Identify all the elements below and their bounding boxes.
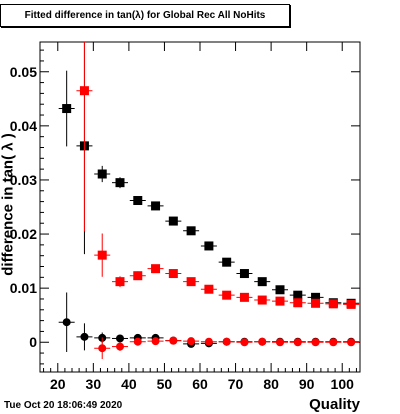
data-point-circle — [98, 344, 107, 353]
data-point-circle — [62, 318, 71, 327]
y-tick-label: 0.01 — [10, 280, 37, 296]
data-point-square — [168, 216, 178, 226]
y-tick-label: 0 — [29, 334, 37, 350]
x-tick-label: 40 — [121, 376, 137, 392]
data-point-square — [328, 299, 338, 309]
data-point-circle — [276, 338, 284, 347]
data-point-circle — [293, 338, 302, 347]
data-point-square — [97, 169, 107, 179]
data-point-circle — [311, 338, 320, 347]
data-point-square — [133, 271, 143, 281]
y-tick-label: 0.05 — [10, 64, 37, 80]
data-point-circle — [258, 337, 267, 346]
x-tick-label: 100 — [331, 376, 355, 392]
data-point-square — [204, 284, 214, 294]
data-point-square — [115, 178, 125, 188]
data-point-square — [311, 298, 321, 308]
data-point-square — [275, 296, 285, 306]
x-tick-label: 90 — [299, 376, 315, 392]
x-tick-label: 30 — [86, 376, 102, 392]
data-point-square — [222, 290, 232, 300]
data-point-square — [97, 250, 107, 260]
data-point-square — [204, 241, 214, 251]
data-point-circle — [187, 337, 196, 346]
data-point-circle — [133, 337, 142, 346]
x-tick-label: 70 — [228, 376, 244, 392]
data-point-circle — [222, 337, 231, 346]
y-tick-label: 0.02 — [10, 226, 37, 242]
data-point-circle — [116, 342, 124, 351]
data-point-square — [62, 104, 72, 114]
data-point-square — [311, 292, 321, 302]
data-point-square — [346, 299, 356, 309]
data-point-square — [239, 269, 249, 279]
data-point-circle — [329, 338, 338, 347]
data-point-square — [293, 298, 303, 308]
data-point-square — [186, 277, 196, 287]
data-point-square — [239, 292, 249, 302]
data-point-circle — [204, 337, 213, 346]
data-point-square — [133, 196, 143, 206]
data-marks — [58, 42, 360, 360]
data-point-square — [257, 295, 267, 305]
data-point-square — [275, 285, 285, 295]
data-point-square — [257, 277, 267, 287]
data-point-circle — [116, 334, 124, 343]
data-point-square — [151, 264, 161, 274]
data-point-square — [115, 277, 125, 287]
data-point-circle — [347, 338, 356, 347]
data-point-circle — [169, 336, 178, 345]
data-point-square — [168, 269, 178, 279]
axis-ticks: 20 30 40 50 60 70 80 90 100 0 0.01 0.02 0.03 0.04 0.05 — [10, 42, 360, 392]
data-point-square — [293, 290, 303, 300]
y-axis-label: difference in tan( λ ) — [0, 133, 17, 276]
chart-title: Fitted difference in tan(λ) for Global R… — [0, 4, 290, 27]
timestamp: Tue Oct 20 18:06:49 2020 — [4, 400, 123, 411]
x-axis-label: Quality — [309, 396, 360, 413]
y-tick-label: 0.03 — [10, 172, 37, 188]
x-tick-label: 60 — [192, 376, 208, 392]
x-tick-label: 80 — [263, 376, 279, 392]
x-tick-label: 20 — [50, 376, 66, 392]
data-point-square — [222, 257, 232, 267]
data-point-circle — [240, 338, 249, 347]
data-point-square — [79, 86, 89, 96]
data-point-square — [186, 226, 196, 236]
x-tick-label: 50 — [157, 376, 173, 392]
data-point-square — [151, 201, 161, 211]
data-point-circle — [80, 332, 89, 341]
data-point-circle — [151, 337, 160, 346]
y-tick-label: 0.04 — [10, 118, 37, 134]
